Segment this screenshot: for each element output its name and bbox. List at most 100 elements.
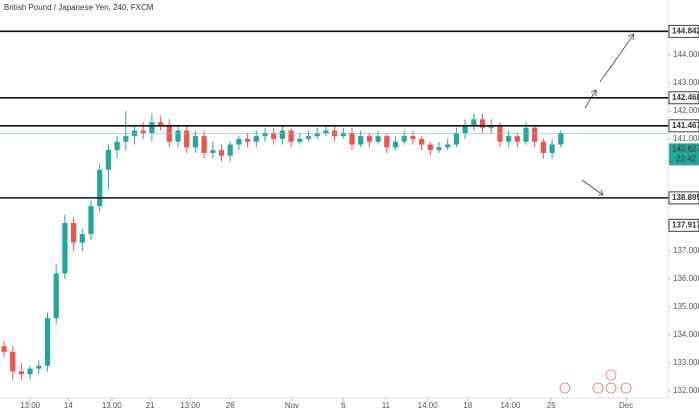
y-tick-label: 133.000	[673, 358, 699, 367]
candle-body	[88, 206, 94, 235]
candle-body	[62, 222, 68, 274]
level-label: 142.468	[672, 93, 699, 102]
x-tick-label: 21	[146, 401, 155, 410]
candle-body	[514, 136, 520, 142]
y-tick-label: 142.000	[673, 106, 699, 115]
candle-body	[114, 141, 120, 151]
candle-body	[140, 130, 146, 134]
level-label-bg	[668, 191, 699, 205]
candle-body	[349, 133, 355, 145]
candle-body	[410, 136, 416, 139]
candle-body	[149, 122, 155, 134]
candle-body	[192, 136, 199, 148]
x-tick-label: 28	[226, 401, 235, 410]
candle-body	[1, 346, 7, 352]
y-tick-label: 141.000	[673, 134, 699, 143]
candle-body	[236, 138, 242, 145]
candle-body	[262, 133, 268, 137]
y-tick-label: 136.000	[673, 274, 699, 283]
arrow-head	[590, 89, 597, 96]
candle-body	[358, 136, 364, 145]
candle-body	[79, 234, 85, 243]
y-tick-label: 137.000	[673, 246, 699, 255]
marker-label: 137.917	[672, 220, 699, 229]
event-icons	[559, 369, 632, 394]
candle-body	[305, 136, 312, 139]
y-tick-label: 143.000	[673, 78, 699, 87]
last-price-bg	[669, 143, 699, 166]
level-label-bg	[668, 119, 699, 133]
arrow	[584, 89, 597, 109]
candle-body	[314, 133, 320, 137]
candle-body	[297, 138, 303, 142]
x-tick-label: 14	[64, 401, 73, 410]
x-tick-label: Dec	[619, 401, 633, 410]
candle-body	[123, 136, 129, 142]
candle-body	[279, 130, 286, 139]
event-icon	[605, 369, 617, 381]
candle-body	[445, 144, 451, 148]
level-label: 144.842	[672, 26, 699, 35]
candle-body	[384, 136, 390, 148]
candle-body	[271, 133, 277, 139]
chart-title: British Pound / Japanese Yen, 240, FXCM	[4, 3, 154, 12]
y-tick-label: 144.000	[673, 50, 699, 59]
level-label-bg	[668, 91, 699, 105]
candle-body	[288, 130, 294, 142]
countdown-label: 22:42	[676, 154, 697, 163]
x-tick-label: 14:00	[418, 401, 439, 410]
candle-body	[70, 222, 77, 243]
y-tick-label: 132.000	[673, 386, 699, 395]
candle-body	[218, 150, 225, 156]
candle-body	[419, 138, 425, 145]
event-icon	[559, 382, 571, 394]
level-label-bg	[668, 24, 699, 38]
trend-arrows	[581, 33, 635, 196]
x-tick-label: 13:00	[180, 401, 201, 410]
arrow	[581, 179, 604, 196]
marker-label-bg	[668, 218, 699, 232]
candle-body	[36, 365, 42, 369]
candle-body	[479, 119, 486, 128]
candle-body	[427, 144, 433, 151]
candle-body	[549, 144, 555, 153]
x-tick-label: 11	[382, 401, 391, 410]
x-tick-label: Nov	[285, 401, 299, 410]
candle-body	[532, 127, 538, 142]
candle-body	[540, 141, 547, 153]
candle-body	[184, 130, 190, 148]
candle-body	[436, 147, 442, 151]
candle-body	[53, 273, 59, 319]
candle-body	[392, 141, 399, 148]
candle-body	[366, 136, 373, 142]
candle-body	[157, 122, 164, 125]
arrow-head	[627, 33, 635, 41]
x-tick-label: 18	[463, 401, 472, 410]
candle-body	[97, 169, 103, 207]
candle-body	[201, 136, 207, 153]
candle-body	[523, 127, 529, 142]
level-label: 141.467	[672, 121, 699, 130]
candle-body	[18, 371, 25, 375]
x-tick-label: 6	[341, 401, 346, 410]
x-tick-label: 14:00	[500, 401, 521, 410]
y-tick-label: 135.000	[673, 302, 699, 311]
candle-body	[340, 133, 346, 137]
candle-body	[558, 133, 564, 145]
x-tick-label: 13:00	[102, 401, 123, 410]
arrow-head	[598, 189, 604, 196]
x-tick-label: 13:00	[20, 401, 41, 410]
level-label: 138.895	[672, 193, 699, 202]
candle-body	[210, 150, 216, 153]
candle-body	[253, 136, 259, 142]
y-tick-label: 134.000	[673, 330, 699, 339]
candle-body	[27, 368, 33, 375]
candle-body	[471, 119, 477, 125]
event-icon	[605, 382, 617, 394]
candle-body	[10, 351, 16, 372]
arrow	[599, 33, 635, 83]
candle-body	[462, 124, 468, 134]
event-icon	[592, 382, 604, 394]
